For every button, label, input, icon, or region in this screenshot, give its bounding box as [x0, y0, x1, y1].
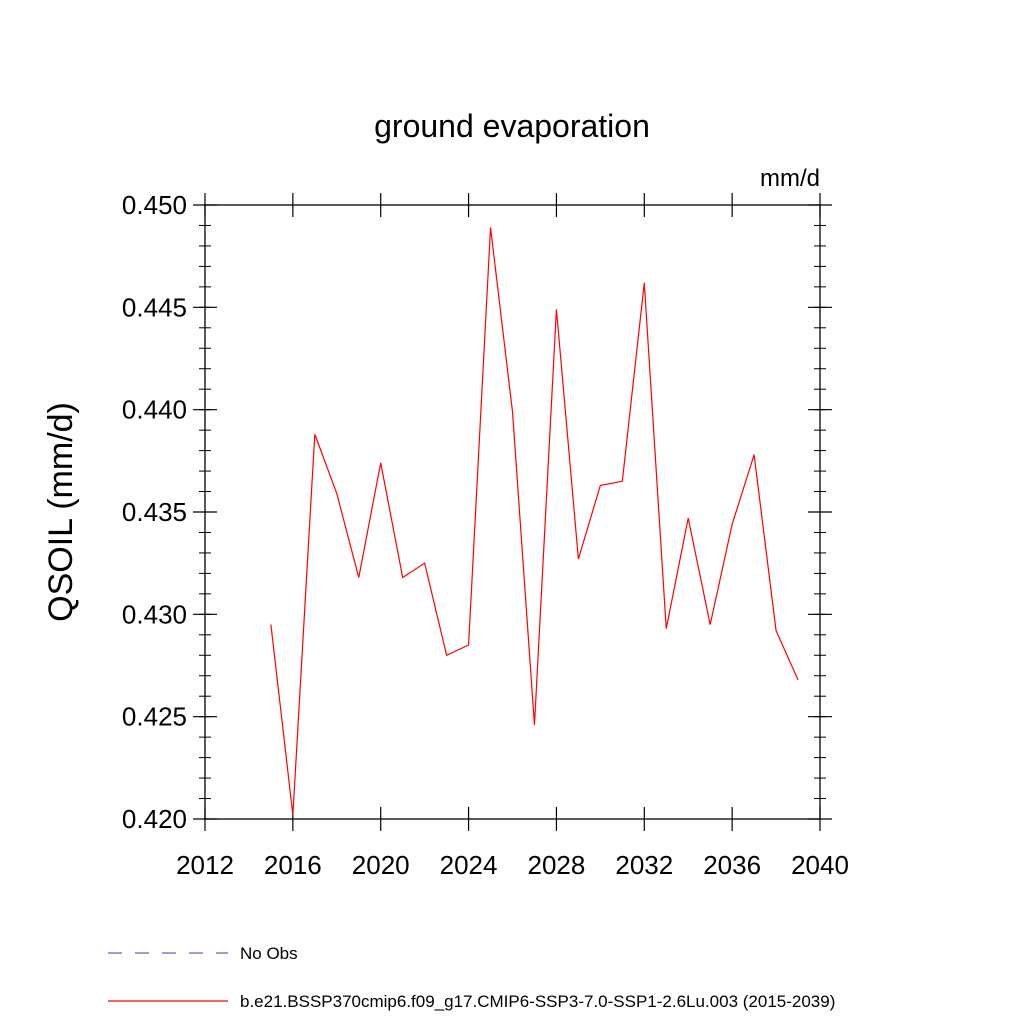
- y-tick-label: 0.420: [122, 804, 187, 834]
- minor-ticks: [199, 204, 826, 820]
- x-tick-label: 2024: [440, 850, 498, 880]
- y-axis-label: QSOIL (mm/d): [42, 402, 80, 622]
- x-tick-label: 2036: [703, 850, 761, 880]
- units-label: mm/d: [760, 165, 820, 192]
- x-tick-label: 2016: [264, 850, 322, 880]
- tick-labels: 0.420 0.425 0.430 0.435 0.440 0.445 0.450 2012 2…: [122, 190, 849, 880]
- x-tick-label: 2040: [791, 850, 849, 880]
- plot-frame: [204, 204, 821, 820]
- y-tick-label: 0.445: [122, 292, 187, 322]
- y-tick-label: 0.450: [122, 190, 187, 220]
- legend-label-no-obs: No Obs: [240, 944, 298, 963]
- chart-title: ground evaporation: [374, 108, 650, 144]
- x-tick-label: 2032: [615, 850, 673, 880]
- series-layer: [270, 227, 799, 815]
- y-tick-label: 0.440: [122, 395, 187, 425]
- legend: No Obs b.e21.BSSP370cmip6.f09_g17.CMIP6-…: [108, 944, 835, 1011]
- y-tick-label: 0.430: [122, 599, 187, 629]
- x-tick-label: 2028: [528, 850, 586, 880]
- y-tick-label: 0.435: [122, 497, 187, 527]
- legend-label-model-run: b.e21.BSSP370cmip6.f09_g17.CMIP6-SSP3-7.…: [240, 992, 835, 1011]
- series-line: [270, 227, 799, 815]
- x-tick-label: 2012: [176, 850, 234, 880]
- x-tick-label: 2020: [352, 850, 410, 880]
- y-tick-label: 0.425: [122, 702, 187, 732]
